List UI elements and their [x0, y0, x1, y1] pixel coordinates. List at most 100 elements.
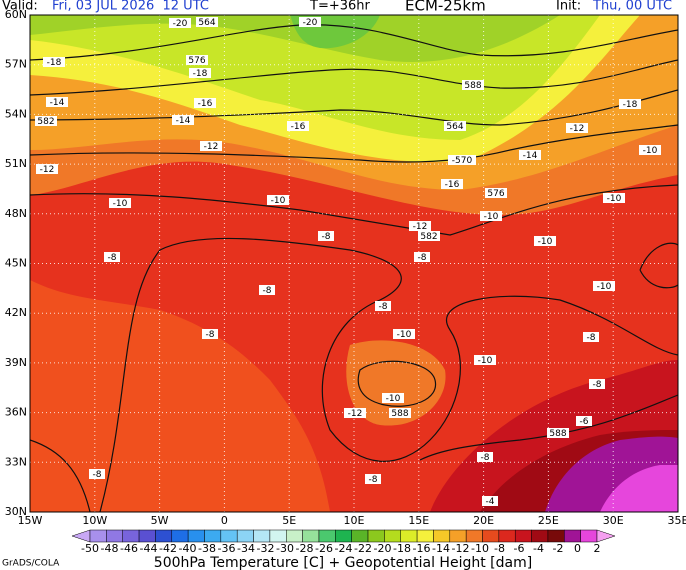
label-box — [547, 428, 569, 438]
lon-label: 0 — [221, 514, 228, 527]
colorbar-box — [416, 529, 434, 543]
label-box — [603, 193, 625, 203]
colorbar-box — [531, 529, 549, 543]
field-green — [30, 15, 560, 62]
map-label: -8 — [206, 330, 215, 340]
label-box — [104, 252, 120, 262]
map-label: 588 — [464, 81, 481, 91]
lon-label: 15E — [408, 514, 429, 527]
label-box — [393, 329, 415, 339]
map-label: 588 — [549, 429, 566, 439]
colorbar-label: -4 — [533, 542, 544, 555]
label-box — [589, 379, 605, 389]
label-box — [267, 195, 289, 205]
colorbar-label: -28 — [296, 542, 314, 555]
colorbar-box — [253, 529, 271, 543]
label-box — [344, 408, 366, 418]
colorbar-label: -16 — [413, 542, 431, 555]
map-label: -14 — [50, 98, 65, 108]
colorbar-label: -50 — [81, 542, 99, 555]
colorbar-label: -22 — [354, 542, 372, 555]
map-label: 576 — [487, 189, 504, 199]
colorbar-box — [547, 529, 565, 543]
colorbar-box — [514, 529, 532, 543]
map-label: -8 — [587, 333, 596, 343]
label-box — [46, 97, 68, 107]
lat-label: 33N — [5, 455, 27, 468]
colorbar-box — [318, 529, 336, 543]
map-label: -12 — [413, 222, 428, 232]
map-label: 588 — [391, 409, 408, 419]
colorbar-label: -12 — [452, 542, 470, 555]
label-box — [418, 231, 440, 241]
map-label: -10 — [484, 212, 499, 222]
colorbar-label: -46 — [120, 542, 138, 555]
map-label: -18 — [47, 58, 62, 68]
colorbar-label: -44 — [140, 542, 158, 555]
colorbar-box — [187, 529, 205, 543]
caption: 500hPa Temperature [C] + Geopotential He… — [154, 555, 532, 570]
map-label: -4 — [486, 497, 495, 507]
label-box — [477, 452, 493, 462]
label-box — [172, 115, 194, 125]
map-label: -10 — [597, 282, 612, 292]
lon-label: 5E — [282, 514, 296, 527]
lon-label: 20E — [473, 514, 494, 527]
colorbar-label: 0 — [574, 542, 581, 555]
colorbar-label: -20 — [374, 542, 392, 555]
label-box — [389, 408, 411, 418]
map-label: -10 — [271, 196, 286, 206]
label-box — [36, 164, 58, 174]
label-box — [35, 116, 57, 126]
credit: GrADS/COLA — [2, 559, 60, 569]
lat-label: 57N — [5, 58, 27, 71]
colorbar-box — [335, 529, 352, 543]
colorbar-label: -24 — [335, 542, 353, 555]
colorbar-box — [269, 529, 287, 543]
map-label: -10 — [643, 146, 658, 156]
label-box — [462, 80, 484, 90]
label-box — [194, 98, 216, 108]
map-label: -20 — [173, 19, 188, 29]
map-label: -12 — [570, 124, 585, 134]
model-name: ECM-25km — [405, 0, 486, 15]
map-label: -10 — [386, 394, 401, 404]
label-box — [485, 188, 507, 198]
colorbar-box — [138, 529, 156, 543]
map-label: 564 — [198, 18, 215, 28]
map-label: -8 — [593, 380, 602, 390]
colorbar-box — [236, 529, 254, 543]
lat-label: 48N — [5, 207, 27, 220]
label-box — [186, 55, 208, 65]
colorbar-label: -2 — [553, 542, 564, 555]
label-box — [441, 179, 463, 189]
map-label: -10 — [538, 237, 553, 247]
map-label: -8 — [263, 286, 272, 296]
lat-label: 54N — [5, 107, 27, 120]
lat-label: 51N — [5, 157, 27, 170]
colorbar-box — [384, 529, 401, 543]
map-label: -18 — [193, 69, 208, 79]
colorbar-box — [580, 529, 598, 543]
colorbar: -50 -48 -46 -44 -42 -40 -38 -36 -34 -32 -30 -28 -26-… — [71, 529, 616, 555]
colorbar-box — [220, 529, 238, 543]
field-cold-pool — [346, 340, 446, 426]
colorbar-box — [449, 529, 467, 543]
colorbar-label: -26 — [315, 542, 333, 555]
colorbar-label: -40 — [179, 542, 197, 555]
map-label: -8 — [379, 302, 388, 312]
map-label: 576 — [188, 56, 205, 66]
colorbar-box — [400, 529, 418, 543]
lon-label: 15W — [18, 514, 43, 527]
label-box — [365, 474, 381, 484]
init-label: Init: — [556, 0, 581, 14]
colorbar-box — [89, 529, 107, 543]
label-box — [414, 252, 430, 262]
map-label: -16 — [445, 180, 460, 190]
lon-label: 10E — [344, 514, 365, 527]
label-box — [474, 355, 496, 365]
colorbar-box — [465, 529, 483, 543]
lat-label: 42N — [5, 306, 27, 319]
